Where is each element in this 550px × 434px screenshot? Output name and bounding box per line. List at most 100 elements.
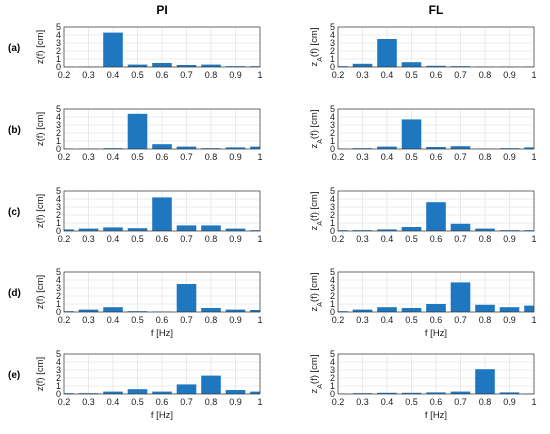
x-tick-label: 0.3 bbox=[356, 397, 369, 407]
x-tick-label: 0.5 bbox=[405, 70, 418, 80]
x-tick-label: 0.3 bbox=[82, 152, 95, 162]
x-tick-label: 0.2 bbox=[58, 397, 71, 407]
y-axis-label-main: z bbox=[309, 388, 320, 393]
y-tick-label: 2 bbox=[330, 373, 335, 383]
bar bbox=[401, 62, 422, 67]
y-tick-label: 4 bbox=[330, 112, 335, 122]
x-tick-label: 0.8 bbox=[479, 152, 492, 162]
x-tick-label: 0.4 bbox=[381, 70, 394, 80]
y-tick-label: 3 bbox=[56, 120, 61, 130]
bar bbox=[377, 39, 397, 67]
x-tick-label: 0.2 bbox=[332, 152, 345, 162]
y-tick-label: 4 bbox=[56, 194, 61, 204]
bar bbox=[401, 119, 422, 149]
y-axis-label-subscript: A bbox=[317, 302, 324, 307]
x-tick-label: 0.5 bbox=[131, 70, 144, 80]
column-title-pi: PI bbox=[156, 3, 167, 17]
x-tick-label: 0.9 bbox=[229, 397, 242, 407]
x-tick-label: 0.3 bbox=[82, 397, 95, 407]
x-tick-label: 0.4 bbox=[381, 152, 394, 162]
x-tick-label: 0.6 bbox=[430, 70, 443, 80]
bar bbox=[338, 66, 348, 67]
x-tick-label: 0.9 bbox=[503, 234, 516, 244]
x-tick-label: 0.9 bbox=[503, 152, 516, 162]
y-tick-label: 4 bbox=[56, 357, 61, 367]
bar bbox=[225, 66, 246, 67]
bar bbox=[176, 146, 197, 149]
y-tick-label: 4 bbox=[330, 194, 335, 204]
x-tick-label: 0.7 bbox=[180, 70, 193, 80]
x-tick-label: 0.5 bbox=[131, 315, 144, 325]
bar bbox=[338, 230, 348, 231]
row-label: (a) bbox=[8, 43, 20, 54]
bar bbox=[377, 146, 397, 149]
plot-frame bbox=[337, 26, 535, 68]
plot-frame bbox=[63, 271, 261, 313]
y-tick-label: 1 bbox=[56, 136, 61, 146]
y-tick-label: 4 bbox=[330, 275, 335, 285]
x-tick-label: 0.9 bbox=[503, 315, 516, 325]
y-axis-label-main: z bbox=[309, 143, 320, 148]
y-axis-label-rest: (f) [cm] bbox=[309, 110, 320, 140]
x-tick-label: 0.9 bbox=[229, 315, 242, 325]
y-tick-label: 1 bbox=[56, 54, 61, 64]
x-axis-label: f [Hz] bbox=[151, 328, 173, 339]
y-tick-label: 5 bbox=[330, 104, 335, 114]
y-tick-label: 3 bbox=[330, 38, 335, 48]
y-tick-label: 2 bbox=[330, 291, 335, 301]
y-axis-label: zA(f) [cm] bbox=[309, 192, 324, 231]
y-tick-label: 5 bbox=[56, 267, 61, 277]
x-tick-label: 1 bbox=[531, 234, 536, 244]
bar bbox=[524, 230, 534, 231]
bar bbox=[250, 391, 260, 394]
bar bbox=[475, 304, 495, 312]
x-tick-label: 0.6 bbox=[430, 397, 443, 407]
x-tick-label: 0.2 bbox=[332, 397, 345, 407]
y-tick-label: 1 bbox=[330, 381, 335, 391]
bar bbox=[401, 392, 422, 394]
y-axis-label: z(f) [cm] bbox=[35, 112, 46, 146]
bar bbox=[450, 282, 471, 312]
x-tick-label: 0.3 bbox=[82, 234, 95, 244]
y-tick-label: 5 bbox=[56, 104, 61, 114]
plot-frame bbox=[337, 190, 535, 232]
y-tick-label: 2 bbox=[56, 210, 61, 220]
plot-frame bbox=[63, 353, 261, 395]
bar bbox=[78, 393, 99, 394]
bar bbox=[401, 227, 422, 231]
x-tick-label: 0.6 bbox=[156, 70, 169, 80]
y-tick-label: 4 bbox=[56, 275, 61, 285]
x-tick-label: 1 bbox=[257, 234, 262, 244]
y-axis-label-main: z bbox=[309, 225, 320, 230]
x-tick-label: 1 bbox=[257, 70, 262, 80]
bar bbox=[176, 384, 197, 394]
x-tick-label: 0.4 bbox=[381, 234, 394, 244]
y-tick-label: 5 bbox=[330, 349, 335, 359]
y-tick-label: 3 bbox=[330, 202, 335, 212]
y-axis-label-subscript: A bbox=[317, 384, 324, 389]
bar bbox=[499, 230, 520, 231]
y-tick-label: 0 bbox=[56, 144, 61, 154]
bar bbox=[78, 228, 99, 231]
bar bbox=[352, 63, 373, 67]
bar bbox=[377, 392, 397, 394]
x-tick-label: 1 bbox=[257, 152, 262, 162]
x-tick-label: 0.5 bbox=[131, 152, 144, 162]
x-tick-label: 0.2 bbox=[332, 315, 345, 325]
bar bbox=[426, 147, 446, 149]
y-tick-label: 5 bbox=[56, 186, 61, 196]
bar bbox=[377, 307, 397, 312]
x-tick-label: 0.5 bbox=[405, 234, 418, 244]
x-tick-label: 0.6 bbox=[430, 152, 443, 162]
y-tick-label: 2 bbox=[330, 46, 335, 56]
x-tick-label: 0.8 bbox=[205, 397, 218, 407]
x-tick-label: 0.5 bbox=[131, 397, 144, 407]
bar bbox=[152, 144, 172, 149]
x-tick-label: 0.2 bbox=[58, 152, 71, 162]
bar bbox=[127, 113, 148, 149]
y-tick-label: 0 bbox=[330, 307, 335, 317]
plot-frame bbox=[63, 108, 261, 150]
